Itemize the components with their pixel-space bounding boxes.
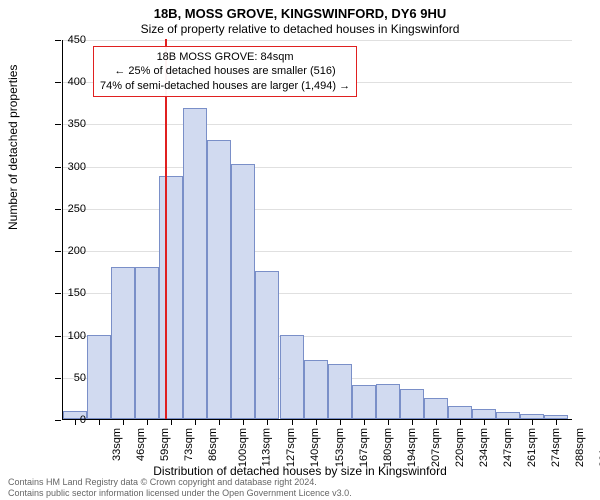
x-tick	[484, 419, 485, 425]
x-tick	[436, 419, 437, 425]
x-tick	[195, 419, 196, 425]
histogram-bar	[328, 364, 352, 419]
y-tick-label: 250	[46, 203, 86, 215]
histogram-bar	[255, 271, 279, 419]
x-tick	[340, 419, 341, 425]
histogram-bar	[400, 389, 424, 419]
histogram-bar	[496, 412, 520, 419]
x-tick	[99, 419, 100, 425]
x-tick-label: 153sqm	[334, 428, 346, 467]
x-tick-label: 207sqm	[430, 428, 442, 467]
x-tick	[316, 419, 317, 425]
annotation-line1: 18B MOSS GROVE: 84sqm	[100, 50, 350, 64]
gridline	[63, 251, 572, 252]
histogram-bar	[135, 267, 159, 419]
x-tick	[364, 419, 365, 425]
histogram-bar	[424, 398, 448, 419]
x-tick	[460, 419, 461, 425]
histogram-bar	[280, 335, 304, 419]
x-tick	[532, 419, 533, 425]
x-tick	[412, 419, 413, 425]
chart-title-sub: Size of property relative to detached ho…	[0, 22, 600, 36]
x-tick	[556, 419, 557, 425]
x-tick-label: 288sqm	[574, 428, 586, 467]
histogram-bar	[231, 164, 255, 419]
footer-line2: Contains public sector information licen…	[8, 488, 352, 498]
y-tick-label: 0	[46, 414, 86, 426]
x-tick-label: 234sqm	[478, 428, 490, 467]
x-tick	[171, 419, 172, 425]
y-tick-label: 150	[46, 287, 86, 299]
x-tick-label: 167sqm	[358, 428, 370, 467]
histogram-bar	[472, 409, 496, 419]
y-tick-label: 300	[46, 161, 86, 173]
x-tick	[147, 419, 148, 425]
gridline	[63, 124, 572, 125]
x-tick-label: 113sqm	[261, 428, 273, 466]
annotation-box: 18B MOSS GROVE: 84sqm ← 25% of detached …	[93, 46, 357, 97]
footer-line1: Contains HM Land Registry data © Crown c…	[8, 477, 352, 487]
y-tick-label: 50	[46, 372, 86, 384]
x-tick	[219, 419, 220, 425]
gridline	[63, 40, 572, 41]
chart-title-main: 18B, MOSS GROVE, KINGSWINFORD, DY6 9HU	[0, 6, 600, 21]
x-tick	[243, 419, 244, 425]
x-tick-label: 59sqm	[159, 428, 171, 461]
histogram-bar	[207, 140, 231, 419]
x-tick	[508, 419, 509, 425]
annotation-line2: ← 25% of detached houses are smaller (51…	[100, 64, 350, 78]
x-tick-label: 247sqm	[502, 428, 514, 467]
x-tick-label: 274sqm	[550, 428, 562, 467]
histogram-bar	[111, 267, 135, 419]
y-tick-label: 100	[46, 330, 86, 342]
x-tick-label: 73sqm	[183, 428, 195, 461]
x-tick-label: 220sqm	[454, 428, 466, 467]
gridline	[63, 167, 572, 168]
x-tick-label: 261sqm	[526, 428, 538, 467]
histogram-bar	[448, 406, 472, 419]
x-tick	[267, 419, 268, 425]
x-tick-label: 127sqm	[286, 428, 298, 467]
chart-container: 18B, MOSS GROVE, KINGSWINFORD, DY6 9HU S…	[0, 0, 600, 500]
histogram-bar	[183, 108, 207, 419]
gridline	[63, 209, 572, 210]
annotation-line3: 74% of semi-detached houses are larger (…	[100, 79, 350, 93]
x-tick-label: 46sqm	[135, 428, 147, 461]
y-axis-title: Number of detached properties	[6, 65, 20, 230]
x-tick-label: 180sqm	[382, 428, 394, 467]
y-tick-label: 450	[46, 34, 86, 46]
y-tick-label: 400	[46, 76, 86, 88]
x-tick-label: 100sqm	[237, 428, 249, 467]
x-tick-label: 194sqm	[406, 428, 418, 467]
footer-text: Contains HM Land Registry data © Crown c…	[8, 477, 352, 498]
x-tick	[388, 419, 389, 425]
x-tick	[292, 419, 293, 425]
x-tick	[123, 419, 124, 425]
histogram-bar	[159, 176, 183, 419]
x-tick-label: 33sqm	[111, 428, 123, 461]
x-tick-label: 86sqm	[207, 428, 219, 461]
y-tick-label: 200	[46, 245, 86, 257]
plot-area: 18B MOSS GROVE: 84sqm ← 25% of detached …	[62, 40, 572, 420]
histogram-bar	[304, 360, 328, 419]
x-tick-label: 140sqm	[310, 428, 322, 467]
histogram-bar	[376, 384, 400, 419]
histogram-bar	[352, 385, 376, 419]
histogram-bar	[87, 335, 111, 419]
y-tick-label: 350	[46, 118, 86, 130]
